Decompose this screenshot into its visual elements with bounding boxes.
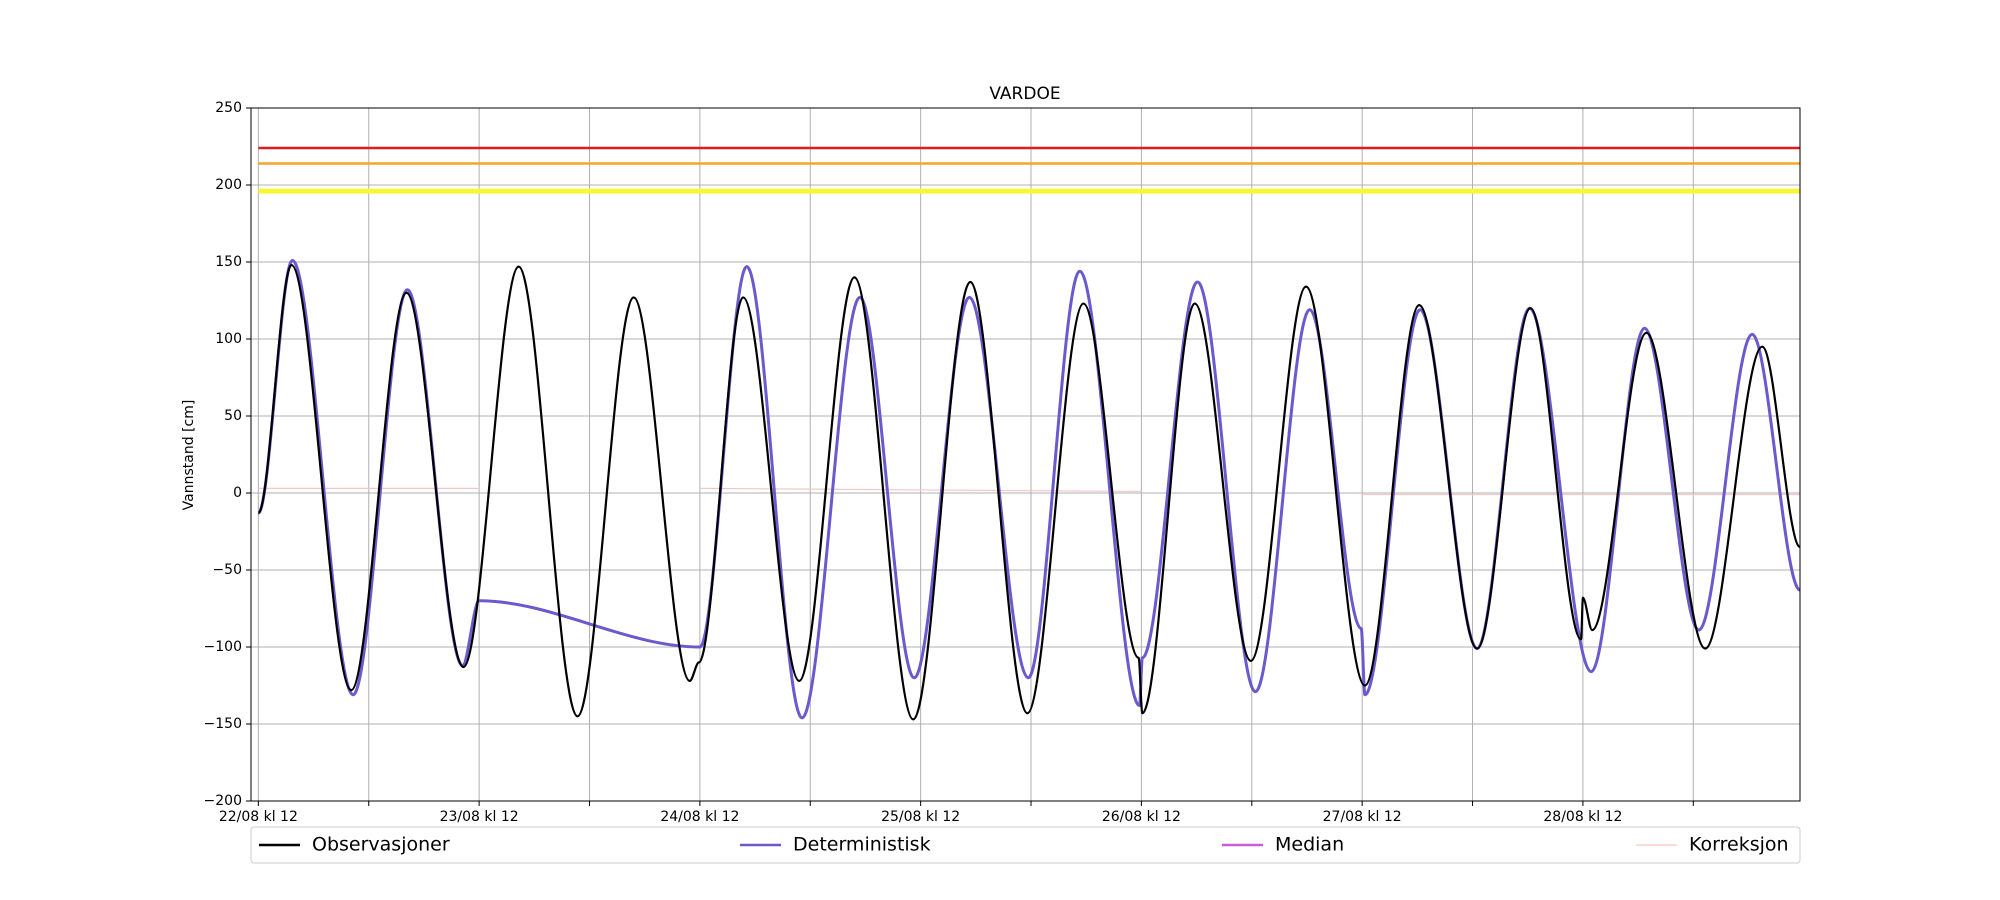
x-tick-label: 28/08 kl 12 — [1543, 809, 1622, 825]
chart-title: VARDOE — [989, 84, 1060, 104]
y-tick-label: 150 — [215, 254, 242, 270]
y-tick-label: −100 — [204, 639, 242, 655]
y-tick-label: 50 — [224, 408, 242, 424]
x-tick-label: 27/08 kl 12 — [1323, 809, 1402, 825]
y-tick-label: −50 — [212, 562, 242, 578]
plot-frame — [250, 107, 1801, 802]
legend-text: Deterministisk — [793, 834, 931, 856]
y-axis-label: Vannstand [cm] — [181, 400, 197, 511]
y-tick-label: 0 — [233, 485, 242, 501]
series-line — [258, 487, 1800, 496]
x-tick-label: 25/08 kl 12 — [881, 809, 960, 825]
x-tick-label: 24/08 kl 12 — [660, 809, 739, 825]
x-tick-label: 22/08 kl 12 — [219, 809, 298, 825]
legend-box — [250, 826, 1801, 864]
y-tick-label: 200 — [215, 177, 242, 193]
y-tick-label: −150 — [204, 716, 242, 732]
legend-text: Observasjoner — [312, 834, 450, 856]
series-line — [257, 263, 1802, 721]
legend-text: Korreksjon — [1689, 834, 1789, 856]
y-tick-label: −200 — [204, 793, 242, 809]
x-tick-label: 26/08 kl 12 — [1102, 809, 1181, 825]
x-tick-label: 23/08 kl 12 — [440, 809, 519, 825]
y-tick-label: 100 — [215, 331, 242, 347]
legend-text: Median — [1275, 834, 1344, 856]
y-tick-label: 250 — [215, 100, 242, 116]
